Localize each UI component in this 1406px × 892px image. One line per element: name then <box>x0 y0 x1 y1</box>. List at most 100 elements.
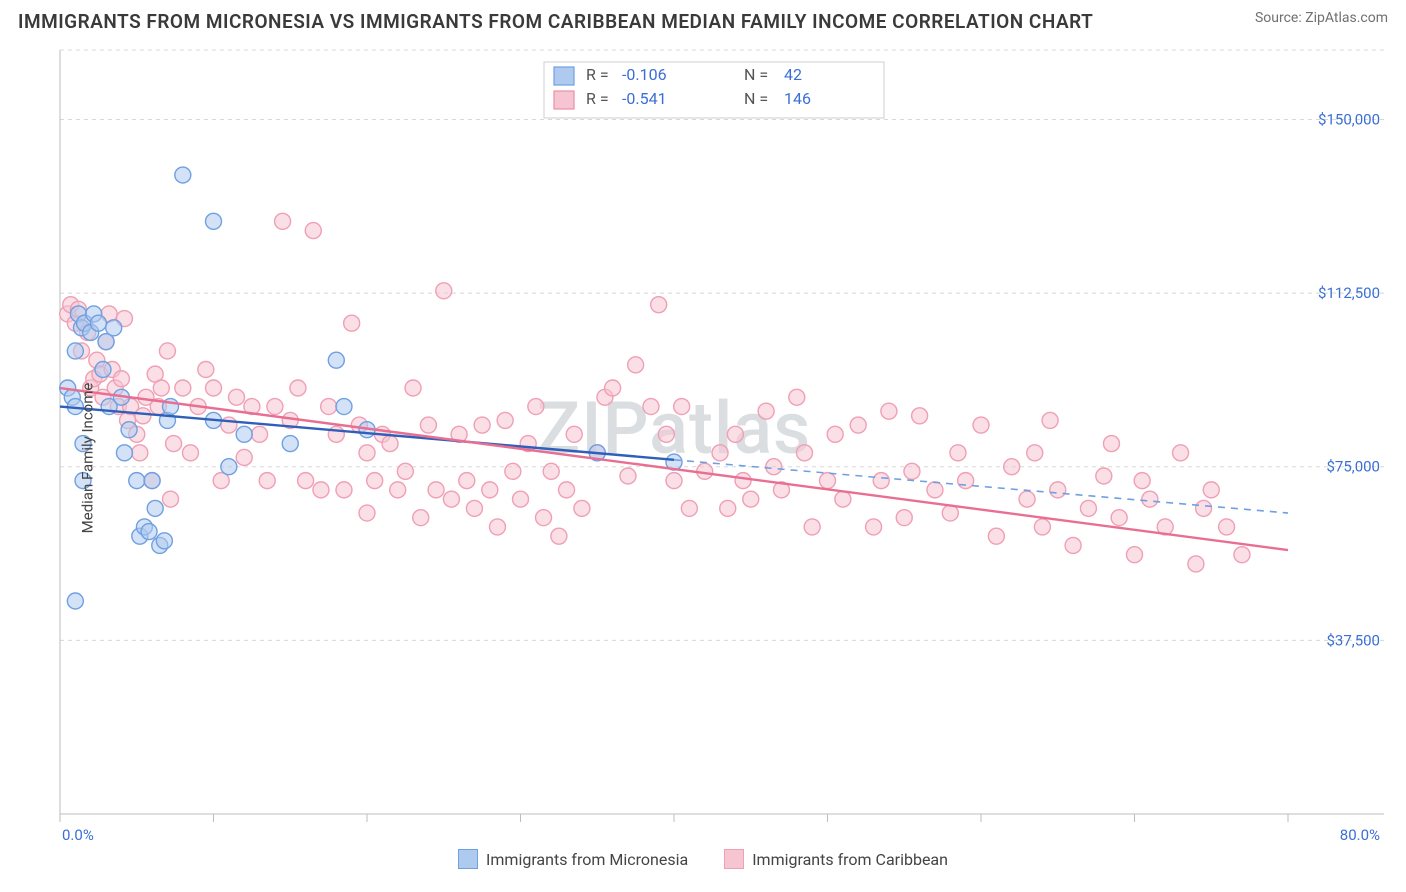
data-point <box>904 463 920 479</box>
data-point <box>413 510 429 526</box>
data-point <box>1196 500 1212 516</box>
data-point <box>820 473 836 489</box>
data-point <box>336 482 352 498</box>
legend-label: Immigrants from Caribbean <box>752 850 948 869</box>
data-point <box>116 445 132 461</box>
data-point <box>1019 491 1035 507</box>
trend-line-micronesia-ext <box>674 460 1288 513</box>
stat-r-label: R = <box>586 89 609 108</box>
data-point <box>466 500 482 516</box>
data-point <box>163 491 179 507</box>
data-point <box>873 473 889 489</box>
data-point <box>528 399 544 415</box>
data-point <box>147 500 163 516</box>
scatter-chart: $37,500$75,000$112,500$150,0000.0%80.0%Z… <box>18 42 1388 874</box>
data-point <box>95 361 111 377</box>
data-point <box>1096 468 1112 484</box>
data-point <box>674 399 690 415</box>
data-point <box>758 403 774 419</box>
y-tick-label: $150,000 <box>1318 110 1380 128</box>
data-point <box>275 213 291 229</box>
data-point <box>827 426 843 442</box>
data-point <box>1027 445 1043 461</box>
data-point <box>159 343 175 359</box>
data-point <box>727 426 743 442</box>
data-point <box>720 500 736 516</box>
data-point <box>789 389 805 405</box>
data-point <box>1050 482 1066 498</box>
data-point <box>182 445 198 461</box>
data-point <box>896 510 912 526</box>
data-point <box>628 357 644 373</box>
chart-title: IMMIGRANTS FROM MICRONESIA VS IMMIGRANTS… <box>18 10 1093 33</box>
data-point <box>566 426 582 442</box>
data-point <box>156 533 172 549</box>
data-point <box>305 223 321 239</box>
data-point <box>835 491 851 507</box>
legend-label: Immigrants from Micronesia <box>486 850 688 869</box>
data-point <box>735 473 751 489</box>
data-point <box>513 491 529 507</box>
data-point <box>866 519 882 535</box>
data-point <box>912 408 928 424</box>
data-point <box>132 445 148 461</box>
data-point <box>551 528 567 544</box>
data-point <box>405 380 421 396</box>
data-point <box>1127 547 1143 563</box>
data-point <box>1134 473 1150 489</box>
data-point <box>153 380 169 396</box>
data-point <box>328 352 344 368</box>
data-point <box>175 380 191 396</box>
data-point <box>766 459 782 475</box>
source-label: Source: ZipAtlas.com <box>1255 10 1388 26</box>
data-point <box>359 445 375 461</box>
data-point <box>482 482 498 498</box>
data-point <box>428 482 444 498</box>
data-point <box>221 417 237 433</box>
data-point <box>804 519 820 535</box>
data-point <box>543 463 559 479</box>
bottom-legend: Immigrants from Micronesia Immigrants fr… <box>18 844 1388 874</box>
data-point <box>252 426 268 442</box>
data-point <box>1065 537 1081 553</box>
data-point <box>67 593 83 609</box>
data-point <box>958 473 974 489</box>
legend-item-caribbean: Immigrants from Caribbean <box>724 849 948 869</box>
x-tick-label: 0.0% <box>62 826 94 844</box>
data-point <box>505 463 521 479</box>
data-point <box>367 473 383 489</box>
data-point <box>620 468 636 484</box>
data-point <box>474 417 490 433</box>
data-point <box>643 399 659 415</box>
data-point <box>206 213 222 229</box>
data-point <box>1203 482 1219 498</box>
data-point <box>489 519 505 535</box>
data-point <box>67 343 83 359</box>
data-point <box>1219 519 1235 535</box>
data-point <box>106 320 122 336</box>
y-tick-label: $75,000 <box>1326 458 1380 476</box>
data-point <box>1103 436 1119 452</box>
y-axis-label: Median Family Income <box>78 383 96 534</box>
data-point <box>135 408 151 424</box>
y-tick-label: $37,500 <box>1326 631 1380 649</box>
data-point <box>605 380 621 396</box>
legend-item-micronesia: Immigrants from Micronesia <box>458 849 688 869</box>
data-point <box>344 315 360 331</box>
data-point <box>712 445 728 461</box>
data-point <box>206 380 222 396</box>
data-point <box>1080 500 1096 516</box>
data-point <box>321 399 337 415</box>
data-point <box>336 399 352 415</box>
data-point <box>267 399 283 415</box>
data-point <box>666 473 682 489</box>
data-point <box>121 422 137 438</box>
data-point <box>796 445 812 461</box>
data-point <box>1142 491 1158 507</box>
data-point <box>141 524 157 540</box>
data-point <box>1188 556 1204 572</box>
data-point <box>221 459 237 475</box>
data-point <box>973 417 989 433</box>
data-point <box>850 417 866 433</box>
stat-r-label: R = <box>586 65 609 84</box>
